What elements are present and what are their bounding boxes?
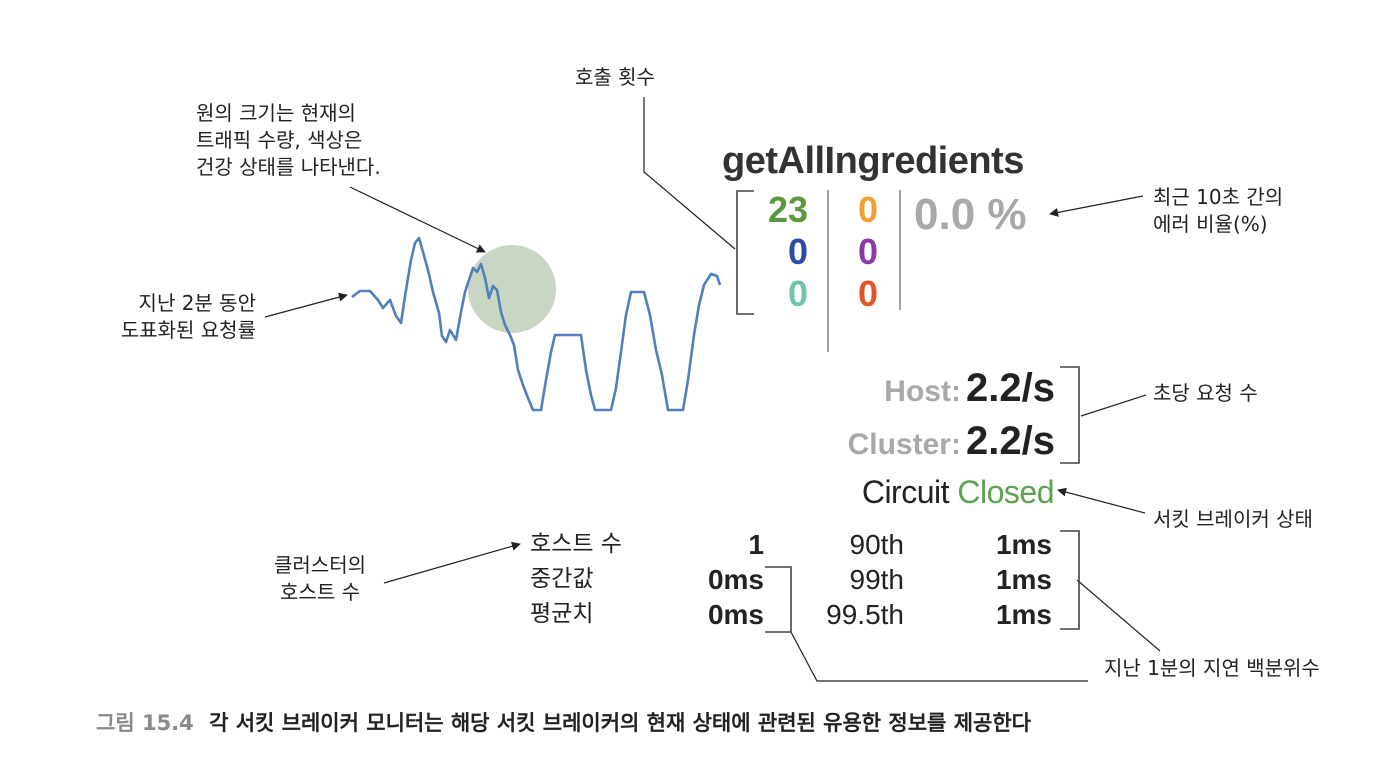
circle-desc-line: 건강 상태를 나타낸다. bbox=[196, 155, 381, 179]
stats-values: 1 0ms 0ms bbox=[680, 527, 764, 632]
p90-value: 1ms bbox=[995, 529, 1052, 560]
error-percentage: 0.0 % bbox=[914, 190, 1027, 239]
breaker-state-label: 서킷 브레이커 상태 bbox=[1153, 507, 1313, 531]
health-circle bbox=[468, 245, 556, 333]
line-call-counts bbox=[643, 97, 736, 250]
arrow-host-count bbox=[383, 541, 521, 584]
circle-desc-line: 트래픽 수량, 색상은 bbox=[196, 128, 363, 152]
percentile-values: 1ms 1ms 1ms bbox=[960, 527, 1052, 632]
cluster-rate-row: Cluster: 2.2/s bbox=[800, 419, 1055, 464]
graph-desc-line: 지난 2분 동안 bbox=[138, 291, 256, 315]
p995-label: 99.5th bbox=[826, 599, 904, 630]
host-rate-label: Host: bbox=[884, 375, 961, 408]
success-count: 23 bbox=[767, 189, 808, 230]
circuit-status: Circuit Closed bbox=[800, 474, 1055, 511]
percentile-labels: 90th 99th 99.5th bbox=[790, 527, 904, 632]
arrow-breaker-state bbox=[1057, 487, 1146, 514]
figure-number: 그림 15.4 bbox=[96, 711, 194, 735]
host-count-value: 1 bbox=[748, 529, 764, 560]
bad-request-count: 0 bbox=[787, 273, 808, 314]
host-count-line: 호스트 수 bbox=[280, 580, 360, 604]
rate-bracket bbox=[1060, 366, 1080, 464]
rps-label: 초당 요청 수 bbox=[1153, 381, 1258, 405]
arrow-error-rate bbox=[1049, 195, 1144, 217]
arrow-graph bbox=[264, 292, 348, 318]
line-latency-1 bbox=[790, 631, 1088, 682]
counts-bracket bbox=[736, 190, 754, 315]
cluster-rate-value: 2.2/s bbox=[966, 419, 1055, 463]
graph-desc-line: 도표화된 요청률 bbox=[120, 318, 256, 342]
host-count-line: 클러스터의 bbox=[274, 553, 366, 577]
error-rate-line: 에러 비율(%) bbox=[1153, 212, 1268, 236]
counts-column-2: 0 0 0 bbox=[818, 189, 878, 315]
circuit-name: getAllIngredients bbox=[722, 140, 1024, 182]
error-rate-description: 최근 10초 간의 에러 비율(%) bbox=[1153, 184, 1283, 238]
circle-desc-line: 원의 크기는 현재의 bbox=[196, 101, 356, 125]
mean-stat-label: 평균치 bbox=[530, 601, 594, 627]
p99-label: 99th bbox=[849, 564, 905, 595]
timeout-count: 0 bbox=[857, 189, 878, 230]
percentile-bracket bbox=[1060, 530, 1080, 630]
figure-caption: 그림 15.4 각 서킷 브레이커 모니터는 해당 서킷 브레이커의 현재 상태… bbox=[96, 707, 1031, 737]
host-count-stat-label: 호스트 수 bbox=[530, 531, 622, 557]
counts-column-1: 23 0 0 bbox=[748, 189, 808, 315]
call-counts-label: 호출 횟수 bbox=[575, 65, 655, 89]
graph-description: 지난 2분 동안 도표화된 요청률 bbox=[60, 290, 256, 344]
error-rate-line: 최근 10초 간의 bbox=[1153, 185, 1284, 209]
median-mean-bracket bbox=[765, 566, 792, 633]
line-latency-2 bbox=[1076, 579, 1161, 652]
host-rate-value: 2.2/s bbox=[966, 366, 1055, 410]
cluster-rate-label: Cluster: bbox=[847, 428, 961, 461]
median-value: 0ms bbox=[707, 564, 764, 595]
median-stat-label: 중간값 bbox=[530, 566, 594, 592]
circuit-label: Circuit bbox=[861, 474, 950, 510]
mean-value: 0ms bbox=[707, 599, 764, 630]
circuit-state: Closed bbox=[957, 474, 1054, 510]
host-rate-row: Host: 2.2/s bbox=[820, 366, 1055, 411]
arrow-circle bbox=[349, 186, 486, 253]
stats-labels: 호스트 수 중간값 평균치 bbox=[530, 527, 622, 632]
failure-count: 0 bbox=[857, 273, 878, 314]
p90-label: 90th bbox=[849, 529, 905, 560]
figure-caption-text: 각 서킷 브레이커 모니터는 해당 서킷 브레이커의 현재 상태에 관련된 유용… bbox=[209, 711, 1031, 735]
circle-description: 원의 크기는 현재의 트래픽 수량, 색상은 건강 상태를 나타낸다. bbox=[196, 100, 381, 181]
p995-value: 1ms bbox=[995, 599, 1052, 630]
latency-label: 지난 1분의 지연 백분위수 bbox=[1104, 656, 1320, 680]
rejected-count: 0 bbox=[857, 231, 878, 272]
line-rps bbox=[1080, 394, 1147, 417]
p99-value: 1ms bbox=[995, 564, 1052, 595]
short-circuited-count: 0 bbox=[787, 231, 808, 272]
host-count-description: 클러스터의 호스트 수 bbox=[250, 552, 390, 606]
request-rate-graph bbox=[351, 236, 722, 412]
